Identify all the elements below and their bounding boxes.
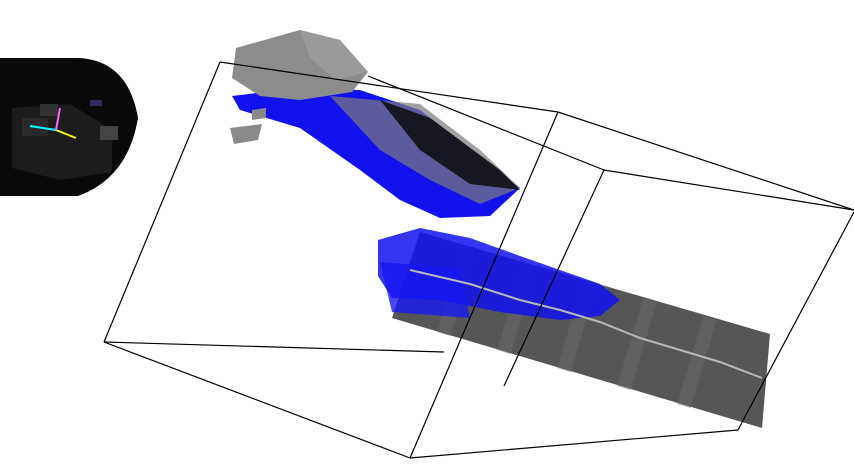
trajectory-line xyxy=(409,269,763,379)
camera-frustum-icon xyxy=(0,58,138,196)
bounding-box xyxy=(103,61,854,459)
robot-arm-mesh xyxy=(230,30,520,204)
axis-gizmo-icon xyxy=(29,107,77,139)
